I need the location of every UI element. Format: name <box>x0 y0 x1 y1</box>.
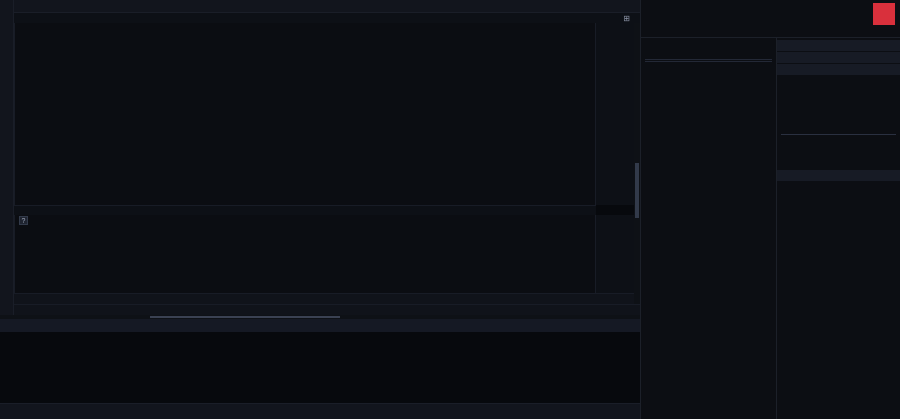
time-axis <box>14 205 596 215</box>
weibi-row <box>645 49 772 58</box>
netflow-bar-chart <box>781 76 896 160</box>
volume-axis-labels-right <box>596 168 640 205</box>
quote-status-line <box>641 27 900 37</box>
grid-view-icon[interactable]: ⊞ <box>623 14 630 23</box>
vertical-scrollbar[interactable] <box>634 23 640 304</box>
bottom-tab-bar <box>0 403 640 419</box>
chart-area-column: ⊞ <box>0 0 640 419</box>
price-chart-row <box>14 23 640 168</box>
weibi-label <box>645 49 676 58</box>
vertical-scrollbar-thumb[interactable] <box>635 163 639 218</box>
order-book-column <box>641 38 777 419</box>
indicator-help-icon[interactable]: ? <box>19 216 28 225</box>
indicator-gutter <box>596 215 640 293</box>
volume-chart-row <box>14 168 640 205</box>
top-menubar <box>14 0 640 13</box>
upper-chart-region: ⊞ <box>0 0 640 315</box>
netflow-date-labels <box>781 160 896 169</box>
percent-axis-labels <box>596 23 640 168</box>
horizontal-scrollbar[interactable] <box>0 315 640 319</box>
subscription-section-header <box>777 40 900 51</box>
volume-chart-svg <box>15 168 596 205</box>
left-sidebar <box>0 0 14 315</box>
horizontal-scrollbar-thumb[interactable] <box>150 316 340 318</box>
weicha-label <box>713 49 744 58</box>
price-chart-svg <box>15 23 596 168</box>
holdings-table-body <box>0 332 640 403</box>
weibi-value <box>676 49 710 58</box>
liangbi-chart-svg <box>15 215 596 293</box>
zero-axis-line <box>781 134 896 135</box>
weicha-value <box>744 49 772 58</box>
netflow-section-header <box>777 64 900 75</box>
holdings-table-region <box>0 315 640 419</box>
basic-info-section-header <box>777 170 900 181</box>
indicator-header: ? <box>19 216 36 225</box>
quote-panel <box>640 0 900 419</box>
chart-info-line: ⊞ <box>14 13 640 23</box>
order-book-divider <box>645 58 772 60</box>
volume-plot[interactable] <box>14 168 596 205</box>
quote-header <box>641 0 900 27</box>
indicator-tab-bar <box>14 293 640 304</box>
buy-button[interactable] <box>873 2 895 25</box>
intraday-price-plot[interactable] <box>14 23 596 168</box>
stats-divider <box>645 60 772 62</box>
liangbi-plot[interactable]: ? <box>14 215 596 293</box>
indicator-chart-row: ? <box>14 215 640 293</box>
fund-detail-column <box>777 38 900 419</box>
pcf-section-header <box>777 52 900 63</box>
holdings-table-header <box>0 319 640 332</box>
margin-notice-bar[interactable] <box>14 304 640 315</box>
chart-main: ⊞ <box>14 0 640 315</box>
